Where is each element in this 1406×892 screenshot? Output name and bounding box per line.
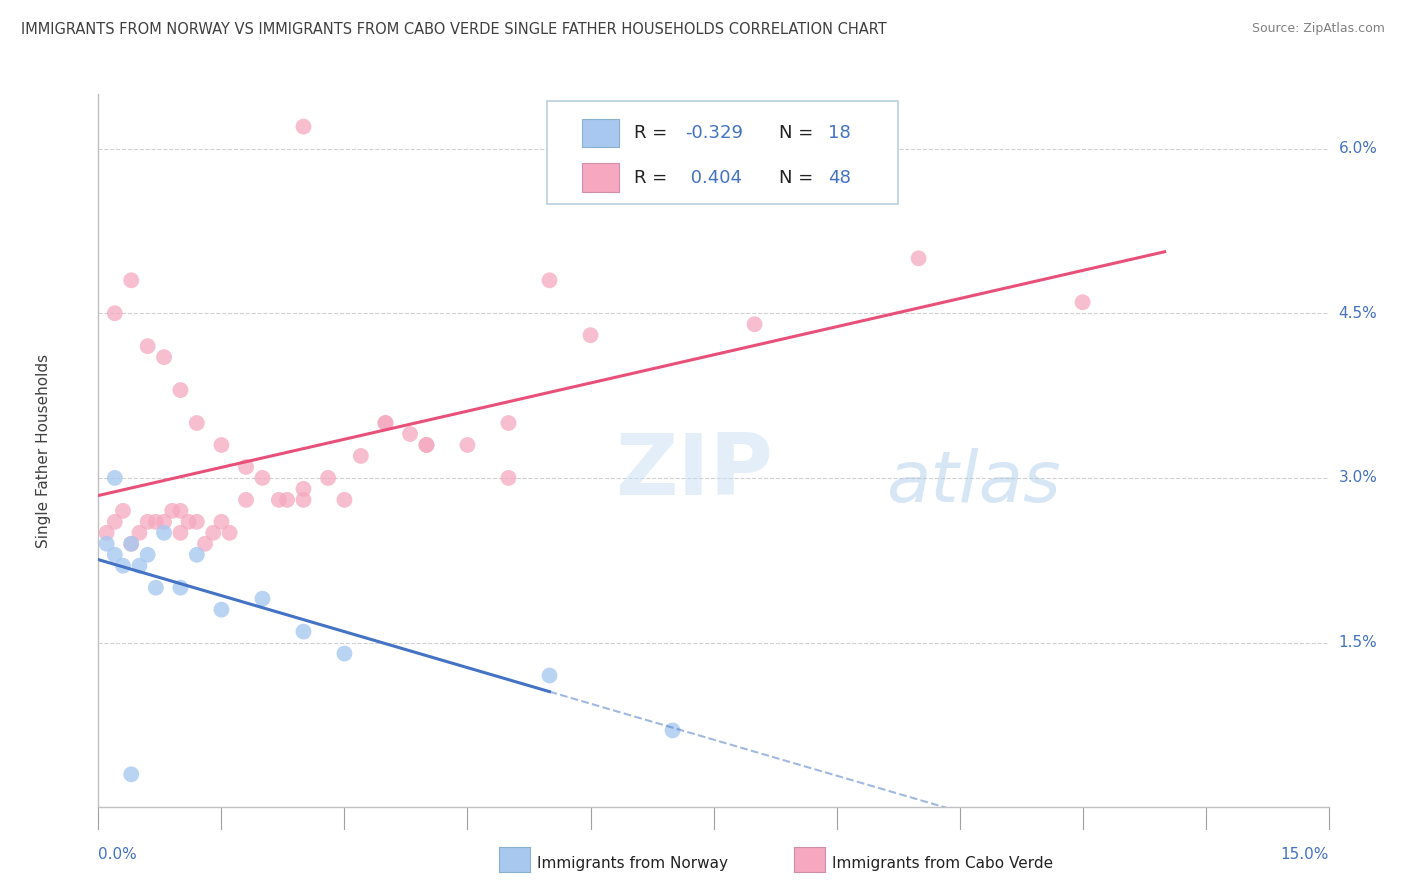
Point [136,515,159,529]
Point [538,668,561,682]
Point [169,581,191,595]
Text: 48: 48 [828,169,851,186]
Point [153,350,176,364]
Point [744,317,766,331]
Text: R =: R = [634,124,672,142]
Point [350,449,373,463]
Point [333,492,356,507]
Point [292,120,315,134]
Point [579,328,602,343]
Point [104,471,127,485]
FancyBboxPatch shape [582,119,619,147]
Text: 1.5%: 1.5% [1339,635,1378,650]
Point [96,525,118,540]
Point [292,624,315,639]
Text: Source: ZipAtlas.com: Source: ZipAtlas.com [1251,22,1385,36]
Text: R =: R = [634,169,672,186]
Point [235,459,257,474]
Point [399,427,422,442]
Point [292,482,315,496]
Point [267,492,290,507]
Point [202,525,225,540]
Point [153,515,176,529]
Point [211,515,233,529]
Point [186,548,208,562]
Point [415,438,437,452]
Text: 6.0%: 6.0% [1339,141,1378,156]
Point [169,525,191,540]
Point [235,492,257,507]
Text: IMMIGRANTS FROM NORWAY VS IMMIGRANTS FROM CABO VERDE SINGLE FATHER HOUSEHOLDS CO: IMMIGRANTS FROM NORWAY VS IMMIGRANTS FRO… [21,22,887,37]
Point [169,383,191,397]
Point [252,471,274,485]
Point [112,504,135,518]
Point [276,492,298,507]
Point [538,273,561,287]
Point [145,515,167,529]
Point [661,723,683,738]
Point [211,602,233,616]
Point [374,416,396,430]
Point [457,438,479,452]
Point [136,548,159,562]
Text: N =: N = [779,124,818,142]
Point [186,416,208,430]
FancyBboxPatch shape [547,101,898,204]
Text: 4.5%: 4.5% [1339,306,1378,321]
Point [177,515,200,529]
Point [128,558,150,573]
Point [104,515,127,529]
Text: 18: 18 [828,124,851,142]
Point [162,504,183,518]
Text: N =: N = [779,169,818,186]
Point [194,537,217,551]
Text: 3.0%: 3.0% [1339,470,1378,485]
Point [252,591,274,606]
Point [498,416,520,430]
Text: ZIP: ZIP [616,430,773,514]
Text: 0.0%: 0.0% [98,847,138,862]
Point [186,515,208,529]
Point [316,471,339,485]
Point [145,581,167,595]
Text: Immigrants from Norway: Immigrants from Norway [537,856,728,871]
Point [333,647,356,661]
Point [120,537,142,551]
Point [120,767,142,781]
Text: Single Father Households: Single Father Households [35,353,51,548]
Text: atlas: atlas [886,448,1060,517]
Point [112,558,135,573]
Point [120,537,142,551]
Point [136,339,159,353]
Point [169,504,191,518]
Point [104,548,127,562]
Point [374,416,396,430]
Point [104,306,127,320]
Text: Immigrants from Cabo Verde: Immigrants from Cabo Verde [832,856,1053,871]
FancyBboxPatch shape [582,163,619,192]
Point [120,273,142,287]
Point [292,492,315,507]
Text: -0.329: -0.329 [685,124,744,142]
Point [128,525,150,540]
Text: 0.404: 0.404 [685,169,742,186]
Point [415,438,437,452]
Point [211,438,233,452]
Point [153,525,176,540]
Point [907,252,929,266]
Point [1071,295,1094,310]
Text: 15.0%: 15.0% [1281,847,1329,862]
Point [498,471,520,485]
Point [218,525,240,540]
Point [96,537,118,551]
